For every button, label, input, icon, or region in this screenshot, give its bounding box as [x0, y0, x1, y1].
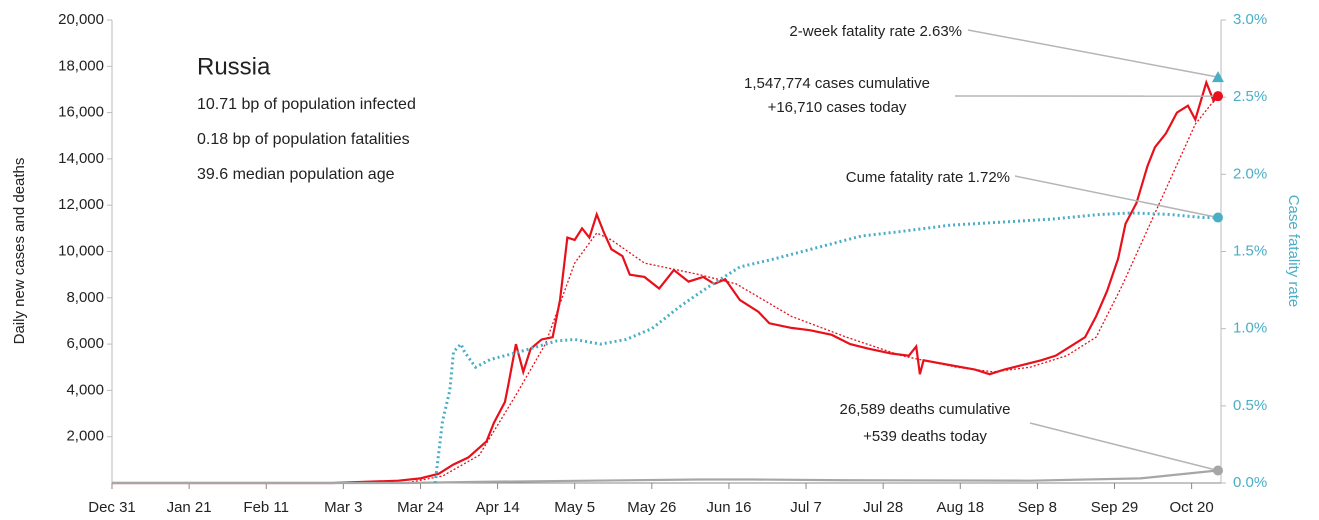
x-tick-label: Feb 11 [243, 499, 289, 516]
annotation-text: 2-week fatality rate 2.63% [789, 23, 962, 40]
info-line: 39.6 median population age [197, 166, 395, 183]
y-tick-label: 16,000 [58, 104, 104, 121]
y-tick-label: 2,000 [66, 428, 104, 445]
annotation-marker [1213, 91, 1223, 102]
y2-tick-label: 3.0% [1233, 11, 1267, 28]
annotation-text: +16,710 cases today [768, 99, 907, 116]
x-tick-label: Mar 24 [397, 499, 444, 516]
annotation-text: +539 deaths today [863, 428, 987, 445]
y2-tick-label: 2.5% [1233, 88, 1267, 105]
info-line: 10.71 bp of population infected [197, 96, 416, 113]
x-tick-label: May 5 [554, 499, 595, 516]
info-line: 0.18 bp of population fatalities [197, 131, 410, 148]
x-tick-label: Jan 21 [167, 499, 212, 516]
annotation-text: 1,547,774 cases cumulative [744, 75, 930, 92]
x-tick-label: Aug 18 [937, 499, 985, 516]
annotation-marker [1212, 71, 1224, 83]
y2-tick-label: 1.0% [1233, 320, 1267, 337]
series-line [433, 211, 1218, 484]
y-tick-label: 20,000 [58, 11, 104, 28]
x-tick-label: Jun 16 [706, 499, 751, 516]
x-tick-label: Dec 31 [88, 499, 136, 516]
x-tick-label: Jul 7 [790, 499, 822, 516]
x-tick-label: Mar 3 [324, 499, 362, 516]
x-tick-label: Sep 8 [1018, 499, 1057, 516]
annotation-marker [1213, 465, 1223, 476]
annotation-text: 26,589 deaths cumulative [840, 401, 1011, 418]
y-tick-label: 14,000 [58, 150, 104, 167]
y2-tick-label: 1.5% [1233, 242, 1267, 259]
series-line [112, 95, 1218, 484]
annotation-text: Cume fatality rate 1.72% [846, 169, 1010, 186]
y2-tick-label: 2.0% [1233, 165, 1267, 182]
info-title: Russia [197, 53, 271, 80]
y-tick-label: 10,000 [58, 242, 104, 259]
y-tick-label: 6,000 [66, 335, 104, 352]
x-tick-label: Sep 29 [1091, 499, 1139, 516]
x-tick-label: Jul 28 [863, 499, 903, 516]
y-tick-label: 12,000 [58, 196, 104, 213]
y-axis-label: Daily new cases and deaths [11, 158, 28, 345]
annotation-leader [1014, 175, 1219, 219]
annotation-marker [1213, 212, 1223, 223]
annotation-leader [1029, 422, 1219, 472]
y-tick-label: 8,000 [66, 289, 104, 306]
x-tick-label: Apr 14 [475, 499, 519, 516]
series-line [112, 469, 1218, 485]
y-tick-label: 18,000 [58, 57, 104, 74]
y2-tick-label: 0.5% [1233, 397, 1267, 414]
annotation-leader [967, 29, 1219, 78]
x-tick-label: Oct 20 [1170, 499, 1214, 516]
y2-axis-label: Case fatality rate [1285, 195, 1302, 308]
y-tick-label: 4,000 [66, 381, 104, 398]
y2-tick-label: 0.0% [1233, 474, 1267, 491]
x-tick-label: May 26 [627, 499, 676, 516]
